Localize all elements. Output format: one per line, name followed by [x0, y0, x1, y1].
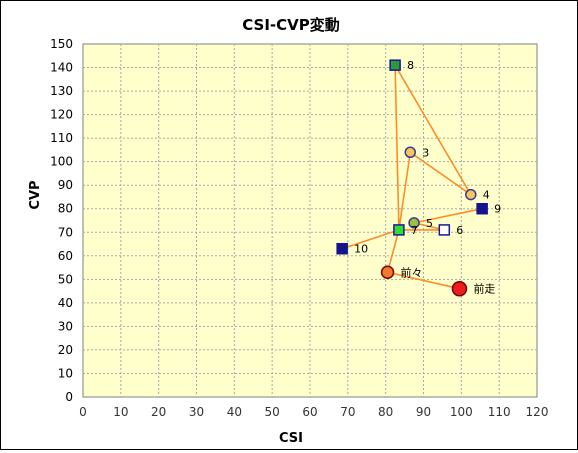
y-tick-label: 60 [58, 249, 73, 263]
x-tick-label: 50 [265, 405, 280, 419]
point-marker [438, 224, 451, 236]
point-marker [393, 224, 405, 236]
x-tick-label: 30 [189, 405, 204, 419]
point-label: 6 [456, 224, 463, 237]
x-tick-label: 80 [378, 405, 393, 419]
y-tick-label: 10 [58, 366, 73, 380]
y-tick-label: 40 [58, 296, 73, 310]
y-tick-label: 30 [58, 319, 73, 333]
y-tick-label: 80 [58, 202, 73, 216]
x-tick-label: 120 [526, 405, 549, 419]
y-tick-label: 100 [50, 155, 73, 169]
point-marker [451, 280, 468, 297]
x-tick-label: 110 [488, 405, 511, 419]
point-marker [380, 265, 395, 280]
x-tick-label: 90 [416, 405, 431, 419]
point-marker [389, 59, 401, 71]
point-label: 3 [422, 146, 429, 159]
point-label: 10 [354, 243, 368, 256]
point-label: 9 [494, 203, 501, 216]
y-tick-label: 70 [58, 225, 73, 239]
point-marker [404, 146, 417, 159]
point-label: 4 [483, 189, 490, 202]
y-tick-label: 140 [50, 61, 73, 75]
point-marker [465, 188, 477, 201]
y-tick-label: 20 [58, 343, 73, 357]
y-tick-label: 0 [65, 390, 73, 404]
x-tick-label: 70 [340, 405, 355, 419]
x-tick-label: 60 [302, 405, 317, 419]
y-axis-label: CVP [28, 180, 43, 209]
x-tick-label: 40 [227, 405, 242, 419]
y-tick-label: 90 [58, 178, 73, 192]
y-tick-label: 130 [50, 84, 73, 98]
point-label: 5 [426, 217, 433, 230]
point-label: 前走 [473, 282, 495, 296]
x-tick-label: 0 [79, 405, 87, 419]
point-marker [408, 217, 420, 229]
y-tick-label: 150 [50, 37, 73, 51]
y-tick-label: 110 [50, 131, 73, 145]
y-tick-label: 50 [58, 272, 73, 286]
point-marker [476, 202, 488, 215]
point-marker [336, 242, 348, 255]
x-tick-label: 20 [151, 405, 166, 419]
x-axis-label: CSI [279, 431, 303, 446]
point-label: 7 [411, 224, 418, 237]
y-tick-label: 120 [50, 108, 73, 122]
x-tick-label: 10 [113, 405, 128, 419]
point-label: 8 [407, 59, 414, 72]
point-label: 前々 [401, 265, 423, 279]
x-tick-label: 100 [450, 405, 473, 419]
chart-title: CSI-CVP変動 [242, 16, 340, 34]
